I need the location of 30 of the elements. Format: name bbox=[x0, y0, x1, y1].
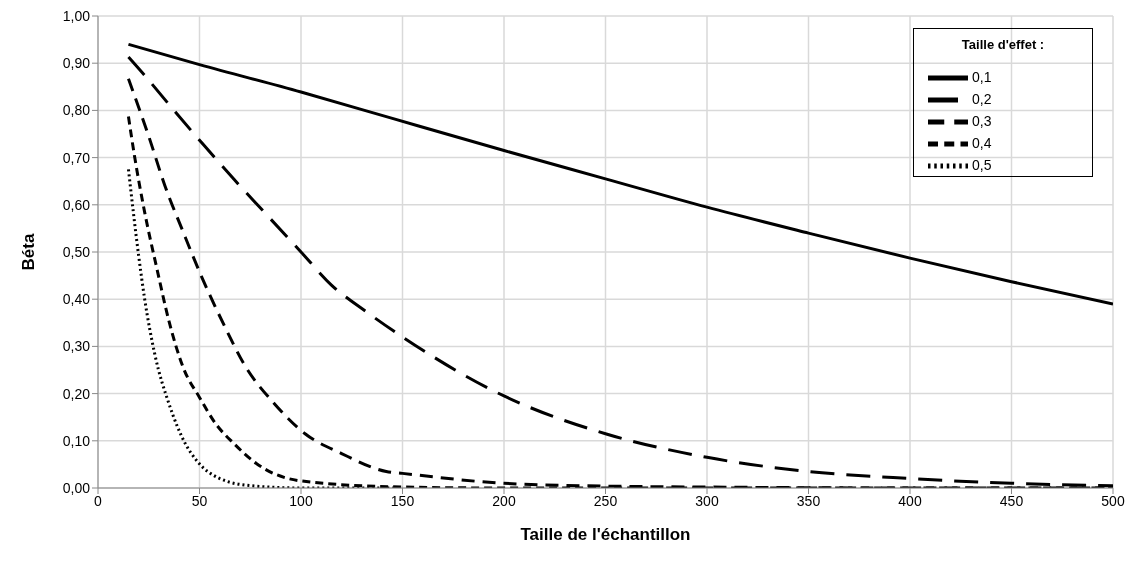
y-tick-label: 0,70 bbox=[62, 149, 91, 166]
x-tick-label: 0 bbox=[94, 492, 103, 509]
x-tick-label: 300 bbox=[695, 492, 719, 509]
y-tick-label: 0,80 bbox=[62, 102, 91, 119]
y-tick-label: 1,00 bbox=[62, 7, 91, 24]
legend-label: 0,3 bbox=[972, 112, 992, 129]
x-tick-label: 350 bbox=[796, 492, 821, 509]
y-tick-label: 0,00 bbox=[62, 479, 91, 496]
x-axis-title: Taille de l'échantillon bbox=[520, 525, 691, 544]
legend-label: 0,1 bbox=[972, 68, 992, 85]
x-tick-label: 100 bbox=[289, 492, 313, 509]
x-tick-label: 50 bbox=[191, 492, 208, 509]
y-tick-label: 0,60 bbox=[62, 196, 91, 213]
y-tick-label: 0,30 bbox=[62, 338, 91, 355]
legend-label: 0,2 bbox=[972, 90, 992, 107]
legend-title: Taille d'effet : bbox=[960, 37, 1046, 52]
y-tick-label: 0,20 bbox=[62, 385, 91, 402]
x-tick-label: 150 bbox=[390, 492, 415, 509]
y-tick-label: 0,50 bbox=[62, 243, 91, 260]
x-tick-label: 250 bbox=[593, 492, 618, 509]
x-tick-label: 450 bbox=[999, 492, 1024, 509]
x-tick-label: 400 bbox=[898, 492, 922, 509]
legend-label: 0,4 bbox=[972, 134, 992, 151]
y-tick-label: 0,40 bbox=[62, 291, 91, 308]
legend-label: 0,5 bbox=[972, 156, 992, 173]
x-tick-label: 500 bbox=[1101, 492, 1125, 509]
y-axis-title: Béta bbox=[19, 233, 39, 271]
y-tick-label: 0,90 bbox=[62, 55, 91, 72]
y-tick-label: 0,10 bbox=[62, 432, 91, 449]
x-tick-label: 200 bbox=[492, 492, 516, 509]
